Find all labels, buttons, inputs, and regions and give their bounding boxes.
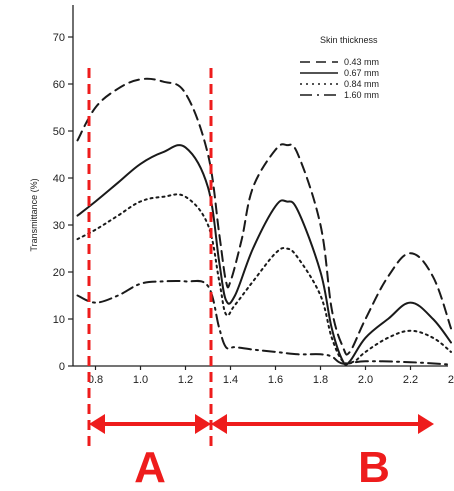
arrowhead-icon (211, 414, 227, 434)
legend-item-label: 0.43 mm (344, 57, 379, 67)
x-tick-label: 1.2 (178, 374, 193, 386)
y-tick-label: 0 (59, 361, 65, 373)
legend: Skin thickness 0.43 mm0.67 mm0.84 mm1.60… (300, 35, 379, 100)
x-tick-label: 1.8 (313, 374, 328, 386)
x-tick-label: 2.4 (448, 374, 454, 386)
series-lines (76, 77, 452, 367)
axes: 0 10 20 30 40 50 60 70 0.8 1.0 1.2 1.4 1.6 1.8 2.0 2.2 2… (53, 5, 454, 386)
y-tick-label: 10 (53, 314, 65, 326)
x-tick-label: 1.6 (268, 374, 283, 386)
region-label-b: B (358, 443, 390, 491)
legend-title: Skin thickness (320, 35, 378, 45)
series-line-0-84-mm (76, 193, 452, 365)
legend-item-label: 1.60 mm (344, 90, 379, 100)
y-tick-label: 30 (53, 220, 65, 232)
y-tick-label: 20 (53, 267, 65, 279)
arrowhead-icon (89, 414, 105, 434)
x-tick-label: 1.4 (223, 374, 238, 386)
y-tick-label: 40 (53, 173, 65, 185)
arrowhead-icon (418, 414, 434, 434)
x-tick-label: 0.8 (88, 374, 103, 386)
series-line-0-67-mm (76, 144, 452, 367)
legend-item-label: 0.84 mm (344, 79, 379, 89)
arrowhead-icon (195, 414, 211, 434)
series-line-0-43-mm (76, 77, 452, 356)
series-line-1-60-mm (76, 279, 452, 366)
legend-item-label: 0.67 mm (344, 68, 379, 78)
region-label-a: A (134, 443, 166, 491)
x-tick-label: 2.2 (403, 374, 418, 386)
y-tick-label: 60 (53, 79, 65, 91)
y-axis-label: Transmittance (%) (29, 178, 39, 251)
y-tick-label: 50 (53, 126, 65, 138)
y-tick-label: 70 (53, 32, 65, 44)
x-tick-label: 2.0 (358, 374, 373, 386)
x-tick-label: 1.0 (133, 374, 148, 386)
